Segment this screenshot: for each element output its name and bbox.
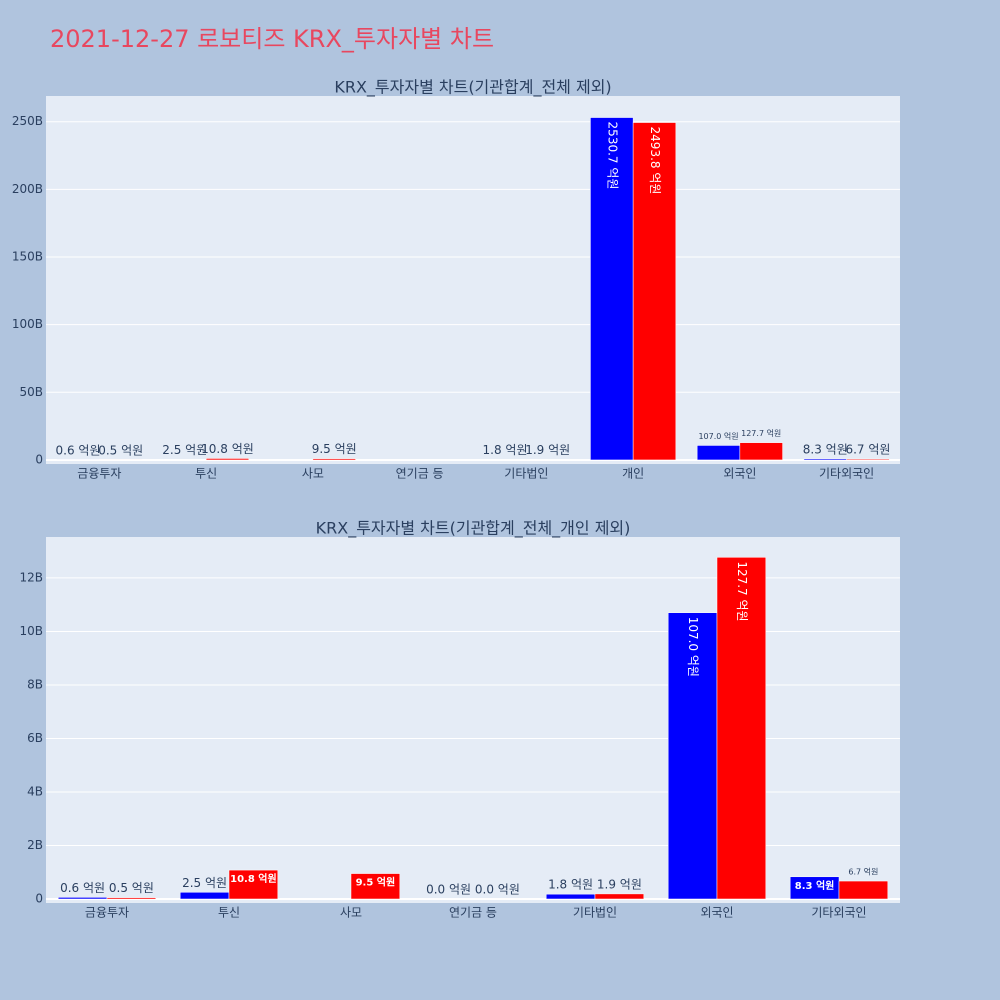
value-label: 0.0 억원 <box>475 882 520 896</box>
x-tick-label: 연기금 등 <box>396 467 444 481</box>
bar <box>716 557 767 900</box>
bar <box>312 458 356 461</box>
y-tick-label: 150B <box>12 250 43 264</box>
y-tick-label: 50B <box>19 385 43 399</box>
bar <box>590 117 634 461</box>
bar <box>57 897 108 900</box>
bar <box>846 458 890 461</box>
bar <box>803 458 847 461</box>
x-tick-label: 연기금 등 <box>449 906 497 920</box>
y-tick-label: 8B <box>27 677 43 691</box>
y-tick-label: 12B <box>19 570 43 584</box>
x-tick-label: 기타외국인 <box>819 467 874 481</box>
value-label: 2493.8 억원 <box>648 127 662 195</box>
value-label: 8.3 억원 <box>803 442 848 456</box>
bar <box>667 612 718 900</box>
y-tick-label: 6B <box>27 731 43 745</box>
bar <box>228 869 279 900</box>
chart-title: KRX_투자자별 차트(기관합계_전체_개인 제외) <box>316 519 631 539</box>
x-tick-label: 투신 <box>195 467 217 481</box>
bar <box>350 873 401 900</box>
value-label: 0.6 억원 <box>60 881 105 895</box>
value-label: 10.8 억원 <box>230 872 277 885</box>
value-label: 1.8 억원 <box>483 443 528 457</box>
value-label: 0.5 억원 <box>109 881 154 895</box>
y-tick-label: 4B <box>27 784 43 798</box>
value-label: 107.0 억원 <box>698 431 738 441</box>
value-label: 0.0 억원 <box>426 882 471 896</box>
bar <box>696 445 741 461</box>
y-tick-label: 0 <box>35 891 43 905</box>
bar <box>106 897 157 900</box>
bar <box>739 442 783 461</box>
value-label: 107.0 억원 <box>686 617 700 677</box>
x-tick-label: 금융투자 <box>77 467 121 481</box>
y-tick-label: 2B <box>27 838 43 852</box>
plot-area <box>46 96 900 464</box>
bar <box>632 122 677 461</box>
y-tick-label: 10B <box>19 624 43 638</box>
bar <box>545 893 596 900</box>
chart-title: KRX_투자자별 차트(기관합계_전체 제외) <box>334 78 611 98</box>
x-tick-label: 기타법인 <box>504 467 548 481</box>
value-label: 1.9 억원 <box>525 443 570 457</box>
x-tick-label: 금융투자 <box>85 906 129 920</box>
value-label: 9.5 억원 <box>312 442 357 456</box>
y-tick-label: 0 <box>35 452 43 466</box>
bar <box>179 892 230 900</box>
value-label: 9.5 억원 <box>356 876 396 889</box>
x-tick-label: 개인 <box>622 467 644 481</box>
x-tick-label: 외국인 <box>723 467 756 481</box>
value-label: 2530.7 억원 <box>605 122 619 190</box>
value-label: 0.6 억원 <box>56 443 101 457</box>
value-label: 2.5 억원 <box>182 876 227 890</box>
plot-area <box>46 537 900 903</box>
value-label: 1.8 억원 <box>548 878 593 892</box>
value-label: 6.7 억원 <box>845 443 890 457</box>
y-tick-label: 200B <box>12 182 43 196</box>
bar <box>594 893 645 900</box>
bar <box>838 880 889 900</box>
value-label: 2.5 억원 <box>162 443 207 457</box>
x-tick-label: 기타외국인 <box>811 906 866 920</box>
value-label: 0.5 억원 <box>98 443 143 457</box>
page-title: 2021-12-27 로보티즈 KRX_투자자별 차트 <box>50 25 494 53</box>
bar <box>205 458 250 461</box>
value-label: 6.7 억원 <box>848 867 878 877</box>
x-tick-label: 사모 <box>340 906 362 920</box>
value-label: 8.3 억원 <box>795 879 835 892</box>
x-tick-label: 기타법인 <box>573 906 617 920</box>
value-label: 10.8 억원 <box>201 442 254 456</box>
x-tick-label: 사모 <box>302 467 324 481</box>
value-label: 1.9 억원 <box>597 877 642 891</box>
y-tick-label: 100B <box>12 317 43 331</box>
x-tick-label: 외국인 <box>700 906 733 920</box>
value-label: 127.7 억원 <box>735 561 749 621</box>
y-tick-label: 250B <box>12 114 43 128</box>
x-tick-label: 투신 <box>218 906 240 920</box>
value-label: 127.7 억원 <box>741 428 781 438</box>
